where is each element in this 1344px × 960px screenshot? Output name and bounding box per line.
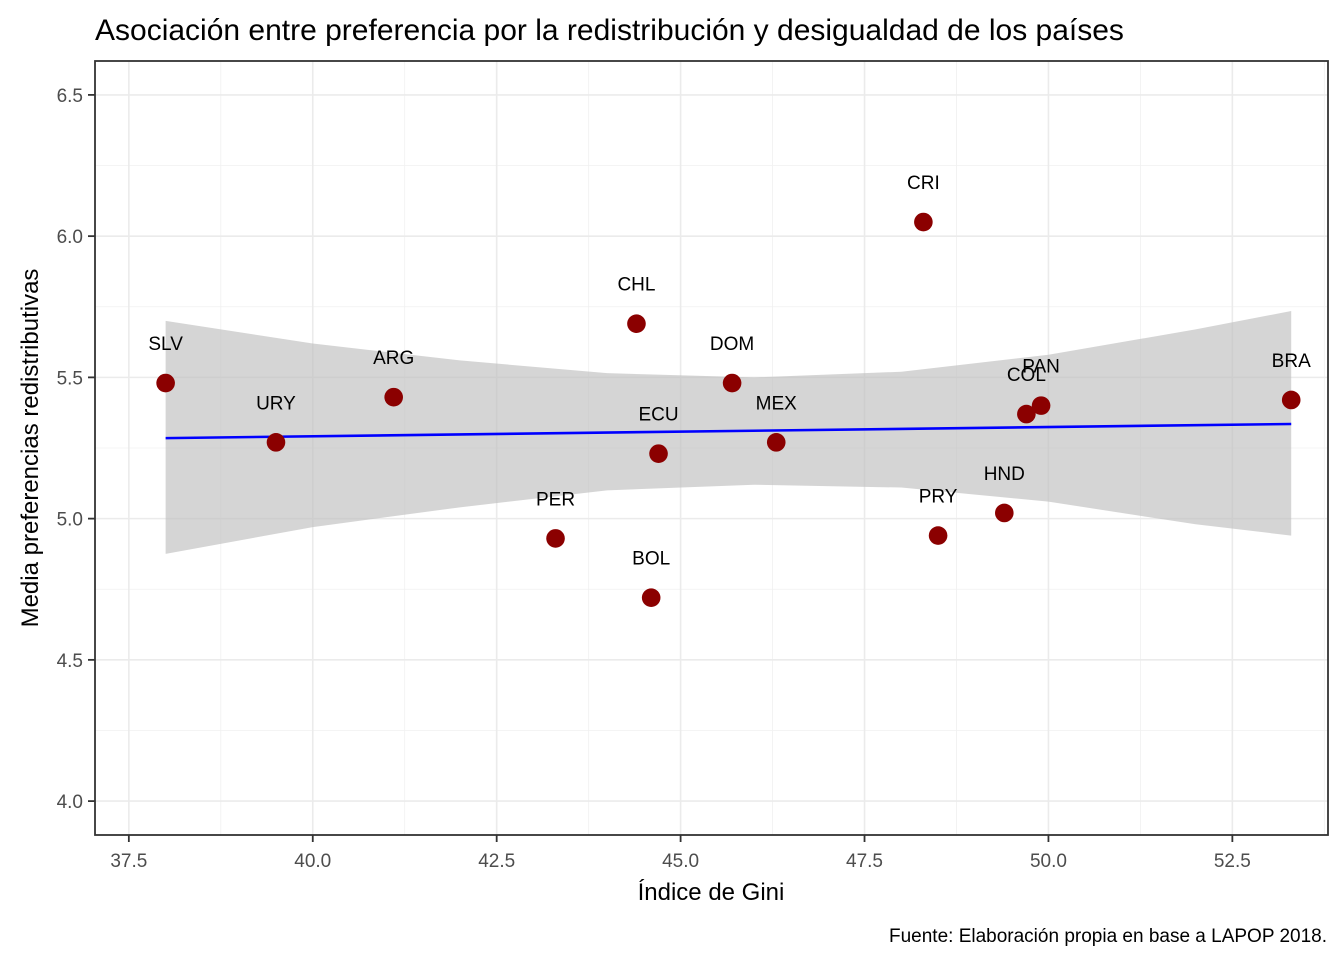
panel-border [94, 60, 1329, 836]
x-tick-label: 45.0 [662, 851, 699, 872]
data-point-hnd [995, 503, 1014, 523]
y-tick-label: 4.5 [57, 651, 83, 672]
y-axis-title: Media preferencias redistributivas [17, 269, 44, 628]
data-point-bol [641, 588, 661, 608]
point-label-mex: MEX [756, 393, 798, 414]
confidence-band-area [165, 310, 1292, 554]
x-tick-label: 47.5 [846, 851, 883, 872]
point-label-col: COL [1007, 365, 1046, 386]
point-label-arg: ARG [373, 348, 414, 369]
point-label-hnd: HND [984, 464, 1025, 485]
chart-title: Asociación entre preferencia por la redi… [95, 14, 1124, 47]
data-point-col [1017, 404, 1036, 424]
point-label-slv: SLV [148, 334, 183, 355]
point-labels: SLV URY ARG PER CHL BOL ECU DOM MEX CRI PRY HND COLP… [148, 173, 1311, 570]
x-tick-label: 40.0 [294, 851, 331, 872]
data-point-slv [156, 373, 175, 393]
point-label-cri: CRI [907, 173, 940, 194]
y-tick-label: 5.0 [57, 510, 83, 531]
data-point-arg [384, 387, 403, 407]
y-tick-label: 4.0 [57, 792, 83, 813]
regression-line [165, 422, 1292, 440]
y-axis: 4.0 4.5 5.0 5.5 6.0 6.5 [57, 86, 95, 813]
point-label-bol: BOL [632, 549, 670, 570]
y-tick-label: 6.0 [57, 227, 83, 248]
data-point-per [546, 529, 565, 548]
data-point-pan [1031, 396, 1051, 415]
data-point-cri [914, 212, 933, 232]
data-point-bra [1281, 390, 1301, 410]
x-tick-label: 42.5 [478, 851, 515, 872]
data-point-chl [627, 314, 646, 334]
point-label-per: PER [536, 489, 575, 510]
data-point-ury [266, 433, 286, 452]
x-axis: 37.5 40.0 42.5 45.0 47.5 50.0 52.5 [110, 835, 1251, 872]
data-point-mex [766, 433, 786, 452]
x-axis-title: Índice de Gini [638, 879, 785, 906]
caption: Fuente: Elaboración propia en base a LAP… [889, 926, 1327, 947]
regression-line-path [165, 422, 1292, 440]
x-tick-label: 50.0 [1030, 851, 1067, 872]
y-tick-label: 5.5 [57, 368, 83, 389]
point-label-dom: DOM [710, 334, 754, 355]
point-label-bra: BRA [1272, 351, 1311, 372]
point-label-ecu: ECU [638, 405, 678, 426]
x-tick-label: 37.5 [110, 851, 147, 872]
points [156, 212, 1301, 608]
data-point-dom [722, 373, 742, 393]
x-tick-label: 52.5 [1214, 851, 1251, 872]
point-label-pan: PAN [1022, 357, 1060, 378]
y-tick-label: 6.5 [57, 86, 83, 107]
point-label-pry: PRY [919, 487, 958, 508]
data-point-ecu [649, 444, 668, 463]
data-point-pry [928, 526, 948, 545]
confidence-band [165, 310, 1292, 554]
point-label-ury: URY [256, 393, 296, 414]
point-label-chl: CHL [617, 275, 655, 296]
